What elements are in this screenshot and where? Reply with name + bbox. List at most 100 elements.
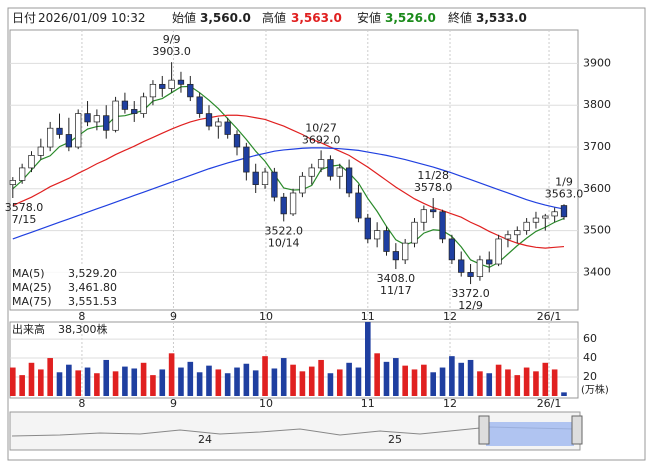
value: 3,563.0 bbox=[291, 11, 342, 25]
label: 高値 bbox=[262, 10, 286, 25]
volume-bar bbox=[430, 372, 436, 396]
candle-body bbox=[430, 209, 437, 213]
volume-bar bbox=[84, 367, 91, 396]
x-tick-label: 9 bbox=[170, 310, 177, 323]
volume-bar bbox=[215, 369, 222, 396]
legend-name: MA(5) bbox=[12, 267, 45, 280]
candle-body bbox=[373, 230, 381, 240]
x-tick-label: 9 bbox=[170, 397, 177, 410]
candle-body bbox=[289, 192, 297, 215]
volume-bar bbox=[206, 365, 212, 396]
volume-bar bbox=[178, 367, 184, 396]
volume-bar bbox=[224, 373, 231, 396]
navigator-handle[interactable] bbox=[571, 415, 583, 445]
x-tick-label: 26/1 bbox=[537, 310, 562, 323]
candle-body bbox=[205, 113, 213, 127]
candle-body bbox=[345, 167, 353, 194]
candle-body bbox=[402, 242, 409, 261]
annotation-date: 12/9 bbox=[458, 299, 483, 312]
annotation-value: 3578.0 bbox=[414, 181, 453, 194]
value: 3,533.0 bbox=[476, 11, 527, 25]
candle-body bbox=[37, 146, 44, 156]
volume-bar bbox=[75, 370, 81, 396]
volume-bar bbox=[243, 363, 250, 396]
annotation-value: 3408.0 bbox=[377, 272, 416, 285]
navigator-window[interactable] bbox=[486, 422, 574, 446]
annotation-value: 3372.0 bbox=[451, 287, 490, 300]
candle-body bbox=[448, 238, 456, 261]
candle-body bbox=[364, 217, 371, 240]
volume-bar bbox=[262, 356, 268, 396]
legend-name: MA(25) bbox=[12, 281, 52, 294]
volume-title: 出来高 bbox=[12, 322, 45, 336]
candle-body bbox=[159, 83, 166, 89]
candle-body bbox=[252, 171, 259, 185]
candle-body bbox=[9, 180, 16, 185]
y-tick-label: 20 bbox=[583, 370, 597, 383]
candle-body bbox=[523, 221, 530, 231]
volume-bar bbox=[411, 369, 418, 396]
candle-body bbox=[317, 159, 325, 169]
candle-body bbox=[411, 221, 418, 244]
volume-bar bbox=[383, 361, 390, 396]
volume-bar bbox=[346, 362, 352, 396]
volume-bar bbox=[94, 373, 100, 396]
annotation-date: 9/9 bbox=[163, 33, 181, 46]
legend-value: 3,529.20 bbox=[68, 267, 117, 280]
header: 日付 2026/01/09 10:32 始値 3,560.0 高値 3,563.… bbox=[12, 10, 527, 25]
value: 3,560.0 bbox=[200, 11, 251, 25]
candle-body bbox=[177, 79, 185, 85]
candle-body bbox=[233, 134, 241, 148]
candle-body bbox=[467, 272, 474, 277]
label: 始値 bbox=[172, 10, 196, 25]
volume-bar bbox=[458, 362, 465, 396]
y-tick-label: 3500 bbox=[583, 224, 611, 237]
candle-body bbox=[542, 215, 549, 219]
candle-body bbox=[168, 79, 175, 89]
candle-body bbox=[103, 115, 110, 131]
volume-bar bbox=[533, 371, 539, 396]
candle-body bbox=[392, 251, 399, 261]
navigator-handle[interactable] bbox=[478, 415, 490, 445]
volume-bar bbox=[66, 364, 72, 396]
volume-bar bbox=[467, 359, 474, 396]
candle-body bbox=[28, 155, 35, 169]
x-tick-label: 11 bbox=[361, 397, 375, 410]
volume-bar bbox=[449, 356, 455, 396]
volume-bar bbox=[393, 358, 399, 396]
candle-body bbox=[495, 238, 502, 265]
volume-bar bbox=[234, 367, 240, 396]
annotation-date: 7/15 bbox=[12, 213, 37, 226]
candle-body bbox=[486, 259, 493, 265]
volume-bar bbox=[308, 366, 315, 396]
volume-bar bbox=[196, 372, 203, 396]
candle-body bbox=[327, 159, 334, 177]
volume-bar bbox=[355, 367, 362, 396]
candle-body bbox=[224, 121, 231, 135]
volume-bar bbox=[140, 362, 147, 396]
volume-bar bbox=[495, 364, 502, 396]
label: 安値 bbox=[357, 10, 381, 25]
price-panel bbox=[9, 29, 579, 311]
volume-bar bbox=[439, 367, 446, 396]
candle-body bbox=[84, 113, 91, 123]
legend-value: 3,461.80 bbox=[68, 281, 117, 294]
volume-bar bbox=[514, 375, 521, 396]
volume-bar bbox=[327, 373, 334, 396]
x-tick-label: 26/1 bbox=[537, 397, 562, 410]
candle-body bbox=[355, 192, 362, 219]
candle-body bbox=[112, 100, 119, 131]
candle-body bbox=[18, 167, 26, 181]
candle-body bbox=[93, 115, 101, 123]
candle-body bbox=[243, 146, 250, 173]
volume-bar bbox=[402, 365, 408, 396]
volume-bar bbox=[131, 368, 138, 396]
label: 日付 bbox=[12, 11, 36, 25]
annotation-date: 11/28 bbox=[417, 169, 449, 182]
volume-bar bbox=[56, 372, 63, 396]
annotation-date: 10/27 bbox=[305, 121, 337, 134]
x-tick-label: 11 bbox=[361, 310, 375, 323]
volume-bar bbox=[551, 369, 558, 396]
